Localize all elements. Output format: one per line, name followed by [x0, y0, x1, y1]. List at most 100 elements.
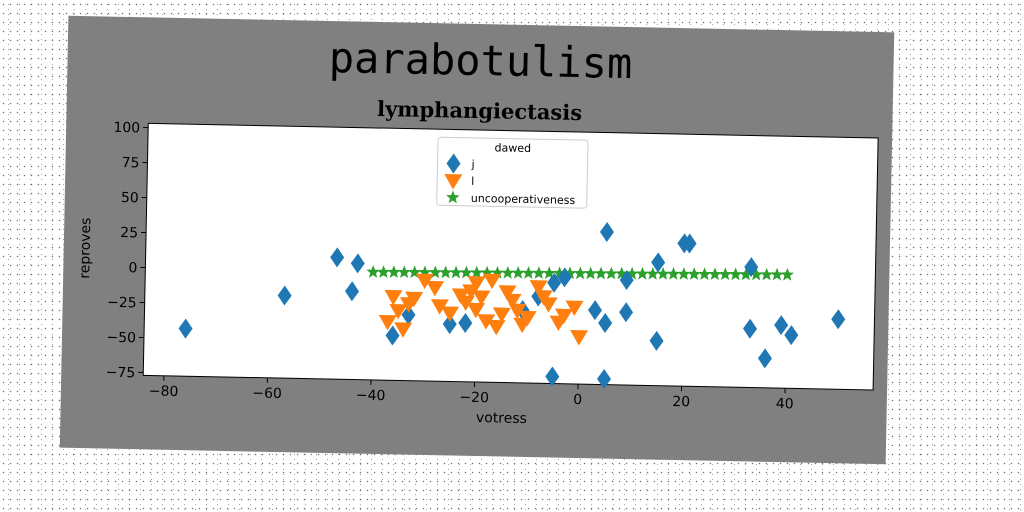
point-l	[405, 291, 424, 308]
point-l	[415, 273, 434, 290]
point-uncooperativeness	[635, 266, 650, 280]
point-uncooperativeness	[770, 267, 784, 281]
point-j	[649, 330, 664, 351]
point-uncooperativeness	[718, 267, 732, 281]
y-axis-label: reproves	[77, 217, 94, 278]
point-j	[784, 325, 799, 346]
point-l	[477, 314, 496, 330]
x-tick-label: −60	[252, 386, 282, 403]
legend-label-j: j	[470, 158, 474, 171]
point-uncooperativeness	[573, 266, 587, 280]
point-uncooperativeness	[480, 265, 494, 279]
point-uncooperativeness	[376, 265, 391, 278]
legend-marker-j	[446, 153, 461, 174]
point-uncooperativeness	[780, 267, 795, 281]
point-l	[492, 307, 511, 323]
point-uncooperativeness	[501, 266, 515, 279]
point-uncooperativeness	[532, 266, 546, 279]
point-j	[619, 270, 634, 291]
point-uncooperativeness	[760, 267, 774, 281]
point-l	[529, 280, 548, 296]
point-j	[277, 285, 292, 306]
scatter-chart: −80 −60 −40 −20 0 20 40 −75 −50 −25 0 25 50 75 100 votr…	[77, 120, 879, 427]
point-j	[651, 252, 666, 273]
point-l	[483, 273, 502, 290]
legend-marker-l	[444, 174, 463, 190]
legend-marker-uncooperativeness	[446, 190, 460, 204]
y-tick-label: 75	[121, 155, 139, 171]
x-axis-label: votress	[476, 410, 527, 427]
point-j	[178, 318, 193, 339]
point-l	[384, 289, 403, 306]
point-uncooperativeness	[677, 267, 691, 280]
point-uncooperativeness	[697, 267, 712, 281]
x-tick-label: −20	[459, 390, 489, 407]
x-tick-label: 20	[672, 394, 690, 410]
point-l	[498, 285, 517, 301]
point-l	[430, 299, 449, 315]
point-l	[508, 303, 527, 320]
point-l	[518, 310, 537, 327]
point-uncooperativeness	[583, 266, 598, 280]
y-tick-label: 50	[121, 190, 139, 206]
y-tick-label: 25	[120, 225, 138, 241]
y-tick-label: 100	[113, 120, 140, 137]
point-l	[472, 290, 491, 306]
point-l	[539, 297, 558, 313]
point-j	[545, 366, 560, 387]
point-j	[385, 325, 400, 346]
point-j	[588, 300, 603, 321]
point-l	[570, 329, 589, 346]
point-uncooperativeness	[708, 267, 722, 281]
point-uncooperativeness	[656, 267, 670, 280]
legend-box	[436, 136, 589, 209]
point-uncooperativeness	[521, 266, 536, 279]
point-uncooperativeness	[449, 265, 463, 279]
point-j	[557, 267, 572, 288]
point-j	[350, 253, 365, 274]
figure: parabotulism lymphangiectasis −80 −60 −40−…	[59, 15, 895, 465]
point-j	[598, 312, 613, 333]
point-uncooperativeness	[687, 267, 701, 280]
point-uncooperativeness	[397, 265, 411, 279]
point-j	[757, 348, 772, 369]
point-uncooperativeness	[646, 266, 660, 280]
point-uncooperativeness	[366, 265, 380, 278]
point-l	[554, 308, 573, 325]
y-tick-label: −75	[106, 365, 136, 382]
point-j	[744, 257, 759, 278]
point-j	[682, 233, 697, 254]
point-l	[565, 300, 584, 316]
y-tick-label: −50	[106, 330, 136, 347]
point-uncooperativeness	[615, 266, 629, 280]
plot-area	[142, 122, 879, 391]
point-uncooperativeness	[459, 265, 474, 279]
point-l	[456, 295, 475, 311]
point-uncooperativeness	[749, 267, 764, 281]
point-j	[597, 368, 612, 389]
point-j	[547, 272, 562, 293]
point-l	[389, 303, 408, 320]
y-tick-label: −25	[107, 295, 137, 312]
point-l	[503, 293, 522, 310]
point-j	[401, 304, 416, 325]
x-tick-label: 0	[573, 392, 582, 408]
legend-label-uncooperativeness: uncooperativeness	[471, 192, 576, 207]
point-j	[442, 314, 457, 335]
point-l	[487, 319, 506, 336]
y-tick-label: 0	[128, 260, 137, 276]
point-uncooperativeness	[407, 265, 422, 279]
point-j	[619, 302, 634, 323]
point-uncooperativeness	[666, 267, 681, 280]
legend-label-l: l	[471, 175, 474, 188]
point-l	[441, 306, 460, 322]
point-j	[774, 315, 789, 336]
point-j	[345, 281, 360, 302]
x-tick-label: 40	[776, 396, 794, 412]
point-l	[467, 276, 486, 292]
legend-title: dawed	[494, 141, 531, 155]
point-uncooperativeness	[542, 266, 556, 280]
point-l	[467, 302, 486, 319]
point-uncooperativeness	[739, 267, 753, 281]
point-j	[330, 247, 345, 268]
